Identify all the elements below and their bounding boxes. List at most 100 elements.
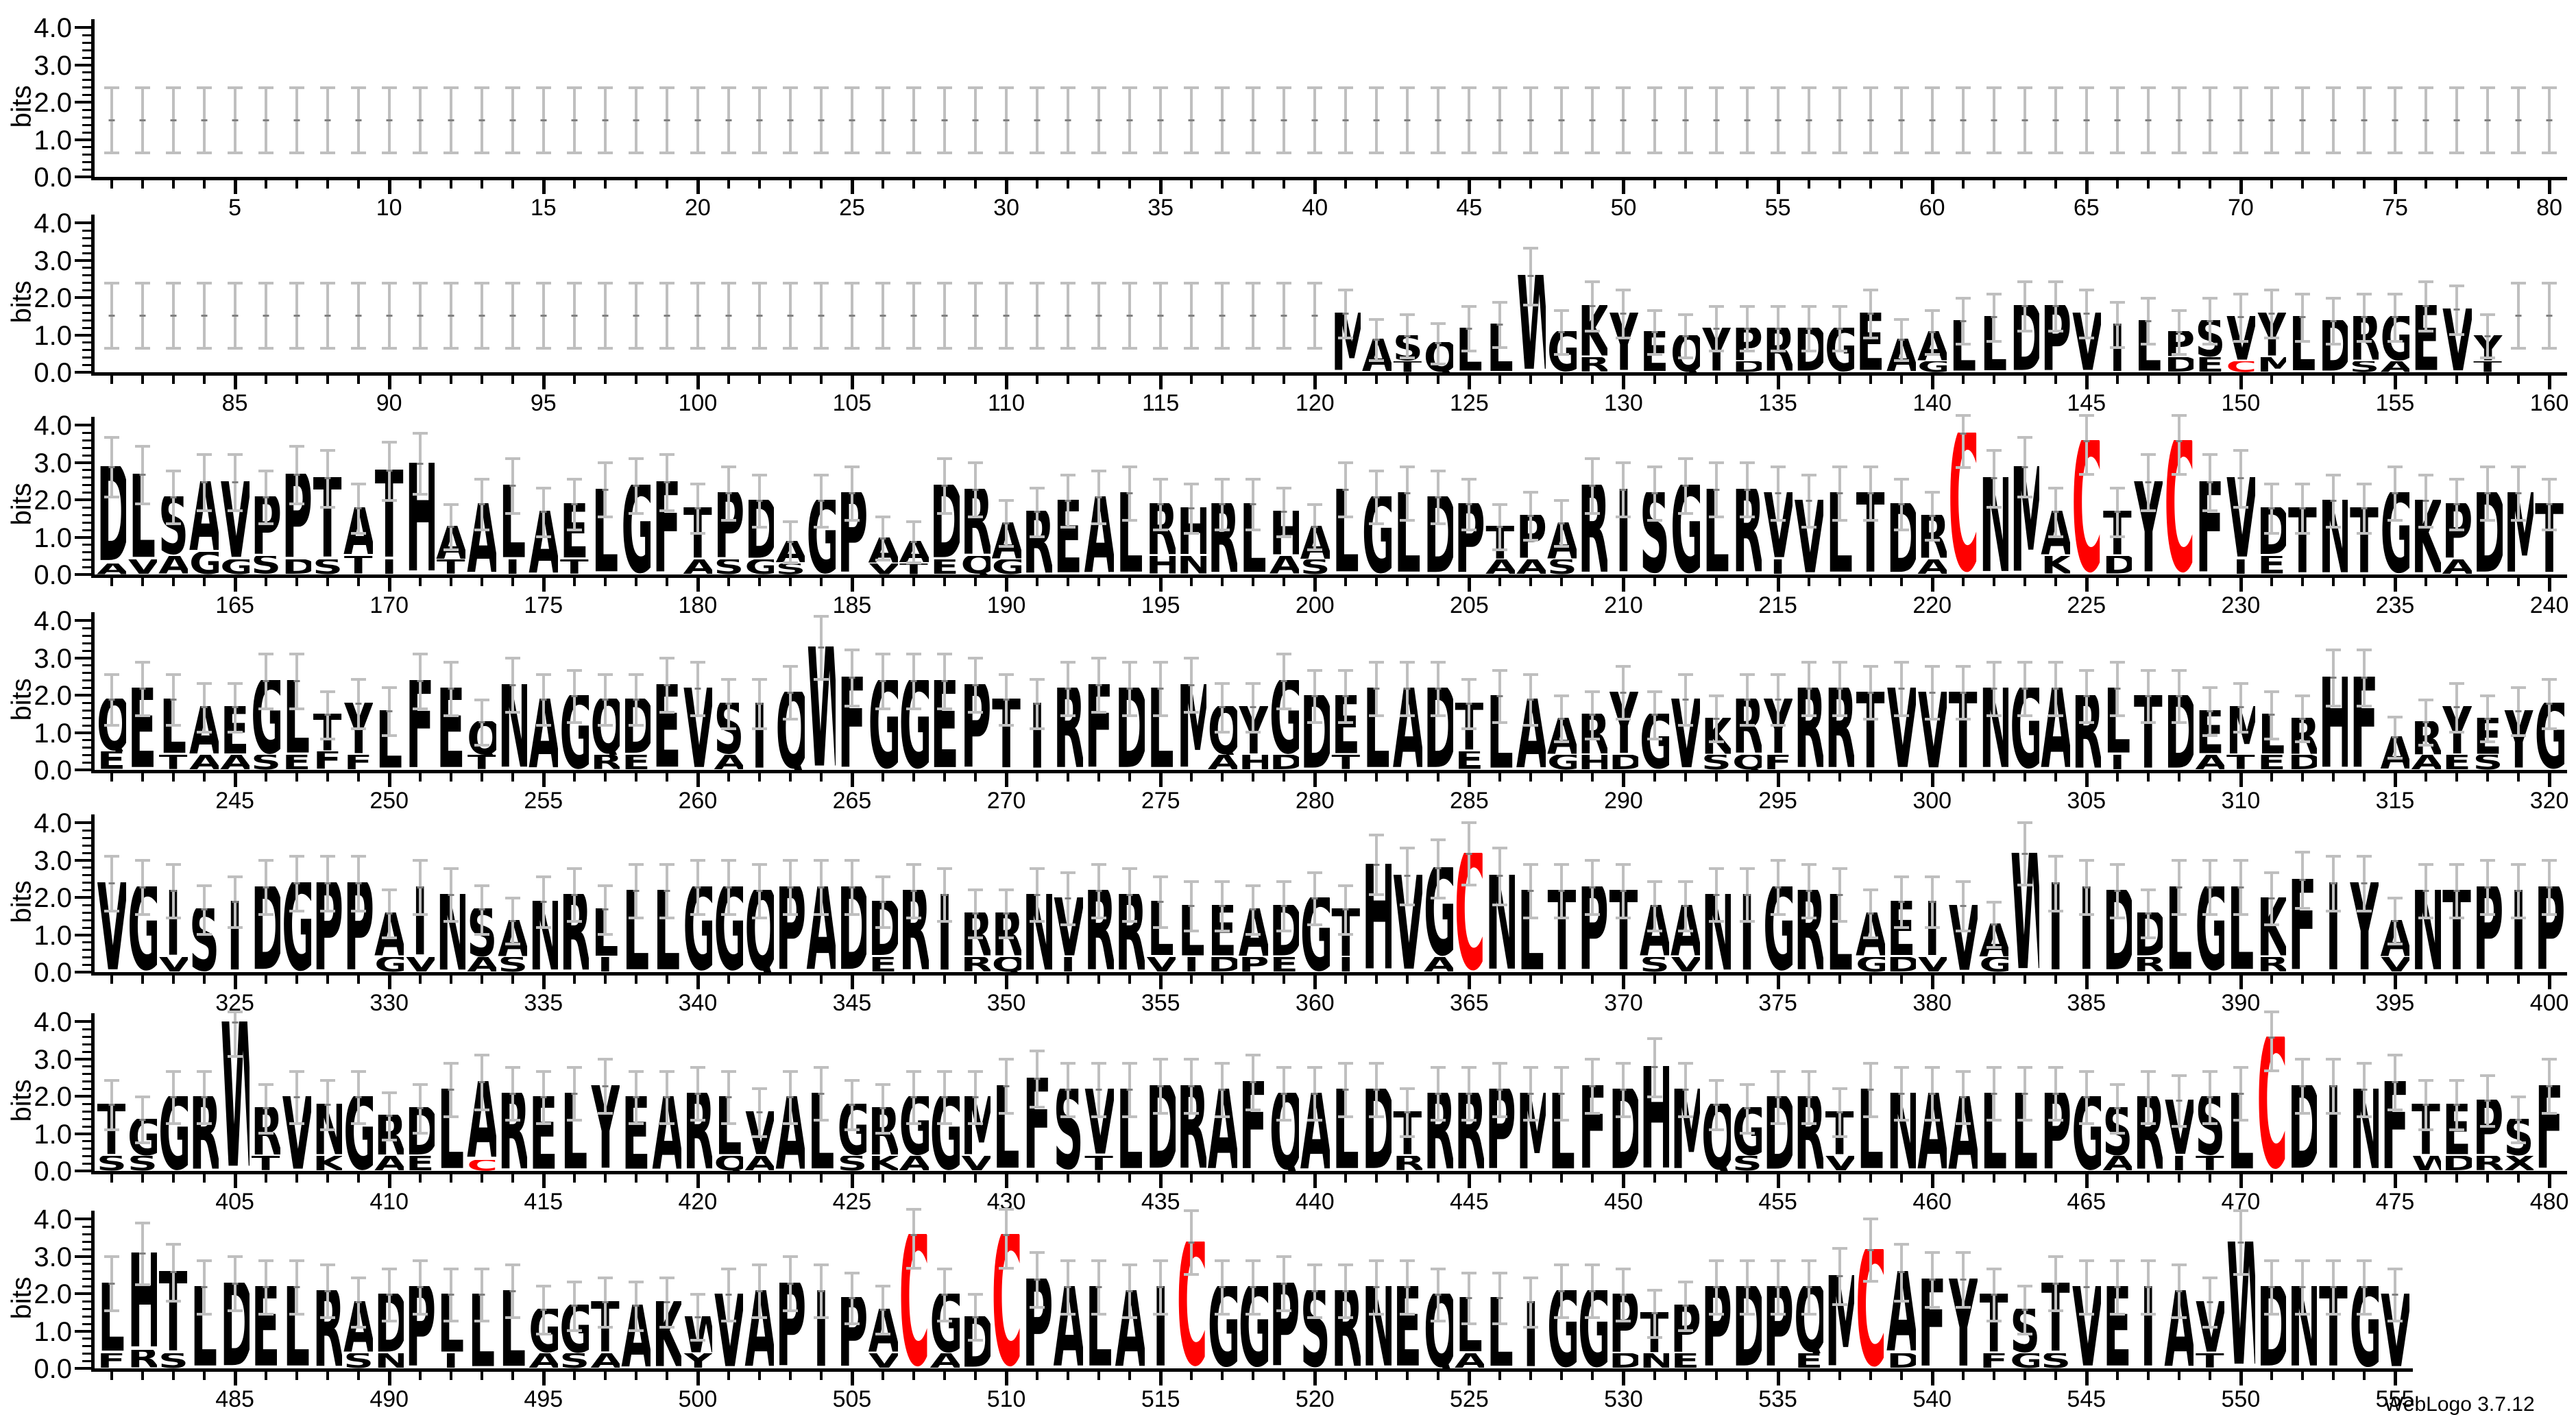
error-bar-cap bbox=[2202, 343, 2217, 346]
error-bar-cap bbox=[2109, 301, 2125, 304]
error-bar-cap bbox=[196, 1313, 212, 1316]
x-tick-minor bbox=[1745, 180, 1749, 189]
error-bar-cap bbox=[999, 1266, 1014, 1270]
logo-letter: T bbox=[343, 555, 373, 574]
error-bar-cap bbox=[2017, 1284, 2032, 1287]
error-bar-cap bbox=[2233, 681, 2248, 685]
error-bar-cap bbox=[2294, 482, 2310, 485]
error-bar-cap bbox=[1986, 901, 2002, 904]
error-bar-midpoint bbox=[293, 119, 300, 121]
error-bar-cap bbox=[1492, 1115, 1508, 1118]
error-bar-cap bbox=[1153, 478, 1169, 481]
error-bar-cap bbox=[2202, 1070, 2217, 1074]
x-tick-major bbox=[1468, 1372, 1472, 1385]
y-tick-minor bbox=[82, 874, 93, 877]
error-bar-midpoint bbox=[2176, 1100, 2183, 1102]
error-bar-cap bbox=[751, 474, 767, 477]
x-tick-major bbox=[233, 1174, 237, 1188]
x-tick-major bbox=[1468, 976, 1472, 989]
error-bar-midpoint bbox=[201, 1096, 208, 1098]
y-tick-minor bbox=[82, 282, 93, 285]
error-bar-midpoint bbox=[602, 314, 609, 317]
x-tick-minor bbox=[1560, 773, 1564, 782]
error-bar-midpoint bbox=[2546, 886, 2553, 888]
x-tick-minor bbox=[480, 1372, 483, 1380]
error-bar-cap bbox=[474, 152, 489, 155]
error-bar-cap bbox=[474, 884, 489, 887]
error-bar-midpoint bbox=[633, 890, 640, 893]
x-tick-minor bbox=[449, 180, 452, 189]
error-bar-cap bbox=[2542, 677, 2557, 681]
y-tick-label: 3.0 bbox=[34, 845, 72, 876]
error-bar-cap bbox=[597, 932, 613, 936]
y-tick-minor bbox=[82, 1050, 93, 1053]
x-tick-minor bbox=[1036, 1372, 1039, 1380]
error-bar-cap bbox=[2140, 721, 2156, 724]
error-bar-midpoint bbox=[386, 1294, 393, 1296]
error-bar-cap bbox=[1307, 548, 1323, 552]
x-tick-major bbox=[2085, 1372, 2089, 1385]
error-bar-midpoint bbox=[756, 1290, 763, 1292]
x-tick-minor bbox=[1992, 578, 1995, 586]
x-tick-minor bbox=[788, 1372, 792, 1380]
error-bar-midpoint bbox=[1651, 714, 1657, 716]
error-bar-cap bbox=[844, 519, 860, 522]
error-bar bbox=[757, 474, 761, 526]
error-bar-cap bbox=[2480, 313, 2496, 317]
error-bar-midpoint bbox=[941, 485, 948, 487]
error-bar-midpoint bbox=[2268, 1286, 2275, 1289]
error-bar-midpoint bbox=[2484, 492, 2491, 495]
error-bar-cap bbox=[505, 512, 520, 516]
error-bar-cap bbox=[505, 281, 520, 285]
error-bar-midpoint bbox=[170, 1096, 177, 1098]
error-bar-midpoint bbox=[1836, 119, 1843, 121]
error-bar-cap bbox=[937, 1070, 953, 1074]
error-bar-cap bbox=[937, 86, 953, 89]
error-bar-midpoint bbox=[1311, 695, 1318, 697]
error-bar-cap bbox=[2171, 1316, 2187, 1319]
x-tick-major bbox=[1930, 578, 1934, 592]
y-tick-label: 2.0 bbox=[34, 1279, 72, 1309]
error-bar-midpoint bbox=[2268, 897, 2275, 899]
logo-letter: S bbox=[343, 1353, 374, 1368]
error-bar-midpoint bbox=[201, 119, 208, 121]
error-bar-cap bbox=[2202, 86, 2217, 89]
y-tick-major bbox=[75, 258, 93, 262]
error-bar-midpoint bbox=[1466, 119, 1472, 121]
x-tick-minor bbox=[2023, 376, 2026, 384]
error-bar-cap bbox=[134, 1283, 150, 1286]
error-bar-midpoint bbox=[2176, 1290, 2183, 1292]
error-bar-cap bbox=[196, 1259, 212, 1263]
error-bar-cap bbox=[535, 281, 551, 285]
error-bar-midpoint bbox=[725, 702, 732, 705]
error-bar-cap bbox=[751, 152, 767, 155]
error-bar-midpoint bbox=[2207, 886, 2213, 888]
error-bar-midpoint bbox=[108, 1103, 114, 1106]
y-tick-minor bbox=[82, 844, 93, 847]
x-tick-minor bbox=[2362, 1372, 2366, 1380]
x-tick-major bbox=[1776, 976, 1780, 989]
x-tick-minor bbox=[2331, 773, 2335, 782]
error-bar-cap bbox=[2542, 727, 2557, 731]
error-bar-cap bbox=[2233, 152, 2248, 155]
x-tick-minor bbox=[1807, 1174, 1810, 1183]
error-bar-cap bbox=[628, 457, 644, 460]
error-bar-cap bbox=[1986, 86, 2002, 89]
error-bar-cap bbox=[1246, 281, 1261, 285]
error-bar-midpoint bbox=[2207, 1096, 2213, 1098]
error-bar-cap bbox=[1955, 86, 1971, 89]
error-bar-midpoint bbox=[2422, 119, 2429, 121]
error-bar-cap bbox=[1276, 1255, 1292, 1259]
error-bar-cap bbox=[1492, 346, 1508, 350]
error-bar-cap bbox=[782, 1070, 798, 1074]
error-bar-cap bbox=[937, 1122, 953, 1125]
error-bar bbox=[1529, 246, 1533, 304]
error-bar-cap bbox=[1431, 152, 1446, 155]
error-bar-cap bbox=[319, 737, 335, 740]
error-bar-cap bbox=[1400, 846, 1415, 849]
error-bar-midpoint bbox=[2114, 1286, 2121, 1289]
error-bar-cap bbox=[999, 499, 1014, 503]
error-bar-midpoint bbox=[2207, 710, 2213, 712]
error-bar-midpoint bbox=[139, 119, 146, 121]
x-axis-line bbox=[91, 1171, 2567, 1174]
